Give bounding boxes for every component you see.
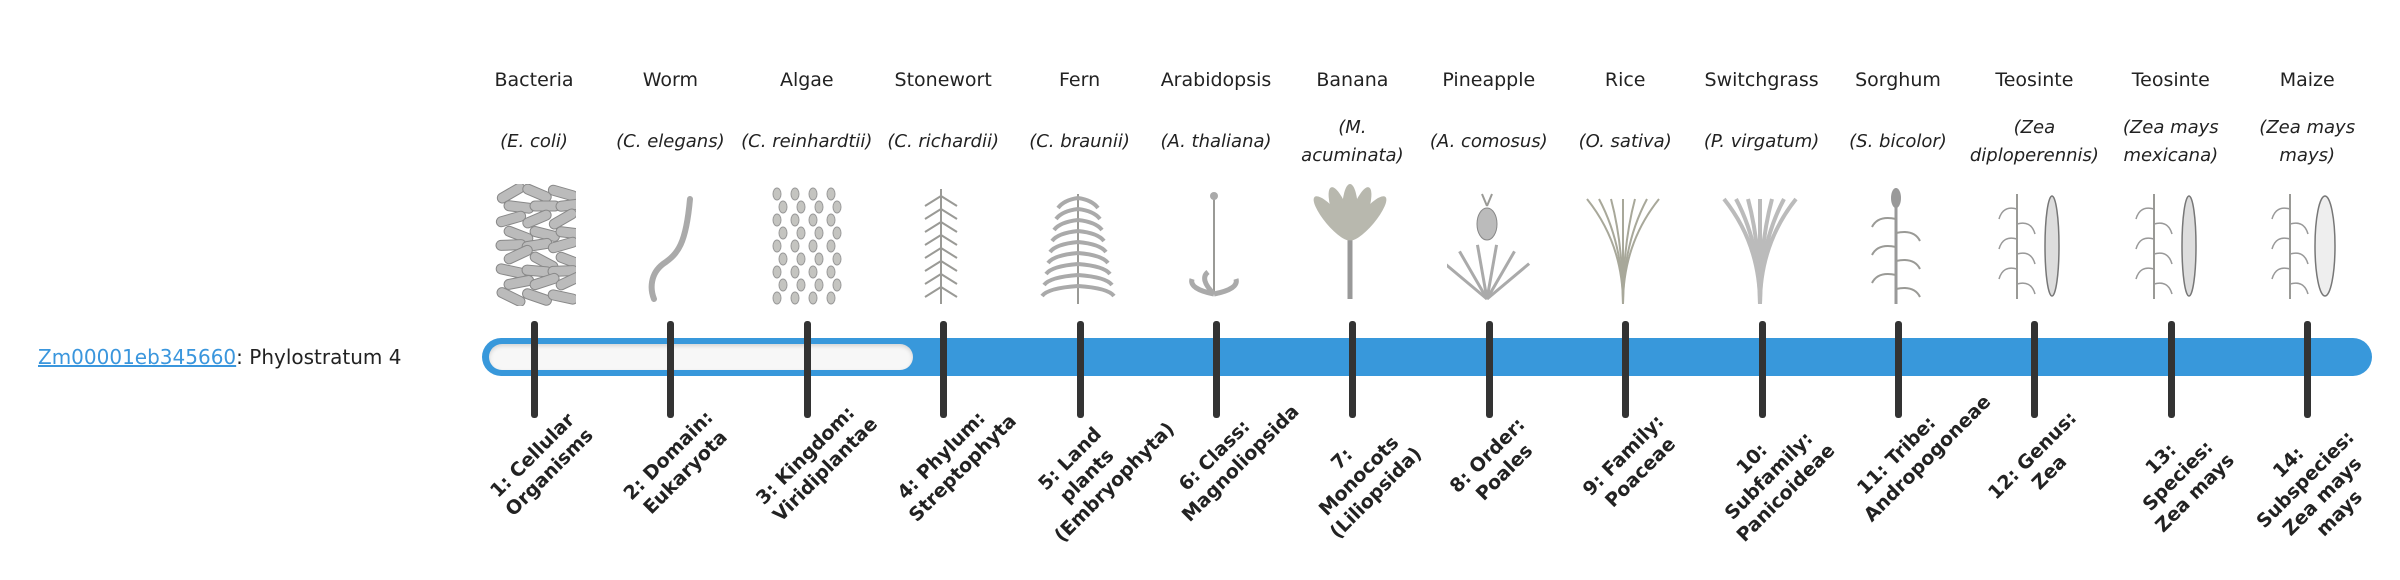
organism-name: Rice [1604, 69, 1646, 91]
organism-species: (C. reinhardtii) [741, 131, 873, 152]
stratum-label: 1: Cellular Organisms [486, 409, 598, 521]
stratum-label: 3: Kingdom: Viridiplantae [751, 401, 882, 527]
gene-label: Zm00001eb345660: Phylostratum 4 [38, 340, 401, 374]
stratum-label: 5: Land plants (Embryophyta) [1033, 418, 1179, 547]
organism-species: (Zea mays mays) [2259, 117, 2356, 166]
stratum-label: 10: Subfamily: Panicoideae [1720, 427, 1840, 547]
stratum-tick [1758, 321, 1766, 418]
stratum-label: 12: Genus: Zea [1984, 407, 2082, 504]
organism-name: Algae [779, 69, 834, 91]
fern-illustration-icon [1039, 194, 1116, 304]
bacteria-illustration-icon [495, 184, 576, 306]
stratum-tick [667, 321, 675, 418]
organism-species: (M. acuminata) [1301, 117, 1404, 166]
stratum-tick [2031, 321, 2039, 418]
organism-column: Teosinte (Zea mays mexicana) [2103, 64, 2239, 306]
switchgrass-illustration-icon [1722, 197, 1798, 305]
stratum-tick [1349, 321, 1357, 418]
stratum-tick [531, 321, 538, 418]
organism-column: Pineapple (A. comosus) [1421, 64, 1557, 306]
organism-column: Stonewort (C. richardii) [875, 64, 1011, 306]
sorghum-illustration-icon [1871, 188, 1921, 304]
stratum-tick [2167, 321, 2175, 418]
organism-column: Rice (O. sativa) [1557, 64, 1693, 306]
stratum-tick [2304, 321, 2312, 418]
stratum-label: 8: Order: Poales [1445, 413, 1537, 506]
teosinte-illustration-icon [1998, 194, 2061, 299]
organism-species: (S. bicolor) [1849, 131, 1947, 152]
stratum-tick [803, 321, 811, 418]
organism-column: Teosinte (Zea diploperennis) [1966, 64, 2102, 306]
empty-track [489, 344, 914, 370]
stratum-tick [1895, 321, 1902, 418]
organism-column: Arabidopsis (A. thaliana) [1148, 64, 1284, 306]
phylostratum-text: : Phylostratum 4 [236, 345, 402, 369]
organism-name: Banana [1316, 69, 1389, 91]
organism-species: (C. elegans) [616, 131, 725, 152]
organism-name: Bacteria [494, 69, 574, 91]
organism-name: Arabidopsis [1160, 69, 1272, 91]
organism-name: Sorghum [1855, 69, 1941, 91]
organism-name: Teosinte [2131, 69, 2210, 91]
organism-column: Switchgrass (P. virgatum) [1694, 64, 1830, 306]
organism-name: Stonewort [894, 69, 992, 91]
stratum-label: 2: Domain: Eukaryota [619, 406, 733, 519]
organism-name: Switchgrass [1704, 69, 1819, 91]
organism-species: (A. thaliana) [1160, 131, 1272, 152]
organism-column: Banana (M. acuminata) [1284, 64, 1420, 306]
stratum-label: 4: Phylum: Streptophyta [893, 407, 1022, 527]
worm-illustration-icon [649, 196, 694, 302]
stratum-label: 7: Monocots (Liliopsida) [1315, 431, 1427, 544]
organism-species: (C. braunii) [1029, 131, 1130, 152]
stratum-label: 6: Class: Magnoliopsida [1174, 400, 1304, 527]
stratum-tick [1213, 321, 1220, 418]
banana-illustration-icon [1314, 184, 1387, 299]
organism-species: (A. comosus) [1429, 131, 1548, 152]
phylostratum-bar [482, 338, 2372, 376]
organism-column: Fern (C. braunii) [1012, 64, 1148, 306]
stratum-label: 13: Species: Zea mays [2138, 436, 2239, 537]
organism-name: Pineapple [1442, 69, 1536, 91]
teosinte-illustration-icon [2135, 194, 2197, 299]
organism-column: Worm (C. elegans) [602, 64, 738, 306]
stratum-label: 11: Tribe: Andropogoneae [1852, 390, 1996, 527]
organism-species: (Zea diploperennis) [1969, 117, 2099, 166]
organism-species: (P. virgatum) [1703, 131, 1820, 152]
stratum-tick [1622, 321, 1630, 418]
stratum-tick [940, 321, 948, 418]
maize-illustration-icon [2271, 194, 2336, 299]
organism-species: (O. sativa) [1578, 131, 1672, 152]
organism-column: Bacteria (E. coli) [466, 64, 602, 306]
stratum-tick [1076, 321, 1084, 418]
organism-species: (Zea mays mexicana) [2122, 117, 2219, 166]
organism-column: Maize (Zea mays mays) [2239, 64, 2375, 306]
pineapple-illustration-icon [1446, 193, 1530, 301]
stratum-label: 9: Family: Poaceae [1578, 410, 1681, 512]
organism-name: Maize [2279, 69, 2335, 91]
organism-species: (E. coli) [500, 131, 568, 152]
arabidopsis-illustration-icon [1189, 192, 1239, 297]
organism-name: Worm [642, 69, 699, 91]
gene-link[interactable]: Zm00001eb345660 [38, 345, 237, 369]
rice-illustration-icon [1586, 198, 1660, 305]
stratum-tick [1485, 321, 1493, 418]
organism-species: (C. richardii) [887, 131, 999, 152]
organism-name: Fern [1059, 69, 1101, 91]
stratum-label: 14: Subspecies: Zea mays mays [2252, 426, 2368, 541]
organism-column: Algae (C. reinhardtii) [739, 64, 875, 306]
organism-column: Sorghum (S. bicolor) [1830, 64, 1966, 306]
stonewort-illustration-icon [924, 189, 958, 304]
organism-name: Teosinte [1995, 69, 2074, 91]
algae-illustration-icon [772, 187, 842, 305]
